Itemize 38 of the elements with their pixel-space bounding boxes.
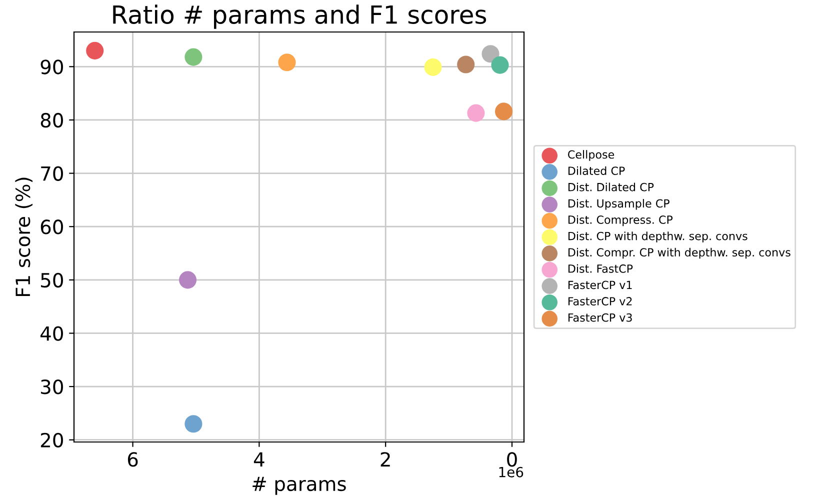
legend-label: FasterCP v3 <box>568 313 632 322</box>
y-tick-label: 60 <box>40 220 63 234</box>
point <box>482 45 500 63</box>
point <box>184 415 202 433</box>
y-tick-label: 30 <box>41 380 63 394</box>
text: 1e6 <box>499 466 524 478</box>
legend-label: Dist. Compr. CP with depthw. sep. convs <box>568 248 790 259</box>
y-tick-label: 90 <box>40 60 63 74</box>
legend-label: Dist. Compress. CP <box>568 215 673 226</box>
point <box>467 104 485 122</box>
y-tick-label: 50 <box>41 272 63 288</box>
legend-label: Dilated CP <box>568 166 625 175</box>
legend-label: Dist. FastCP <box>568 264 633 273</box>
x-axis-title: # params <box>252 476 346 495</box>
point <box>178 271 197 289</box>
point <box>86 42 104 60</box>
x-tick-label: 6 <box>128 452 138 467</box>
legend-label: FasterCP v2 <box>568 297 632 306</box>
y-tick-label: 20 <box>40 432 63 448</box>
point <box>424 58 442 76</box>
legend-label: FasterCP v1 <box>568 280 632 290</box>
y-tick-label: 80 <box>40 112 63 128</box>
point <box>457 56 475 74</box>
point <box>494 102 513 120</box>
y-tick-label: 70 <box>41 166 63 181</box>
x-tick-label: 0 <box>507 452 517 467</box>
chart-title: Ratio # params and F1 scores <box>113 4 486 29</box>
y-tick-label: 40 <box>40 326 63 341</box>
y-axis-title: F1 score (%) <box>15 178 32 296</box>
legend-label: Dist. Upsample CP <box>568 199 670 210</box>
legend-label: Dist. CP with depthw. sep. convs <box>568 232 748 242</box>
x-tick-label: 2 <box>380 452 390 466</box>
legend-label: Cellpose <box>568 150 614 161</box>
x-tick-label: 4 <box>254 452 264 466</box>
point <box>184 48 202 66</box>
legend-label: Dist. Dilated CP <box>568 182 654 192</box>
point <box>278 54 296 72</box>
point <box>491 56 509 74</box>
